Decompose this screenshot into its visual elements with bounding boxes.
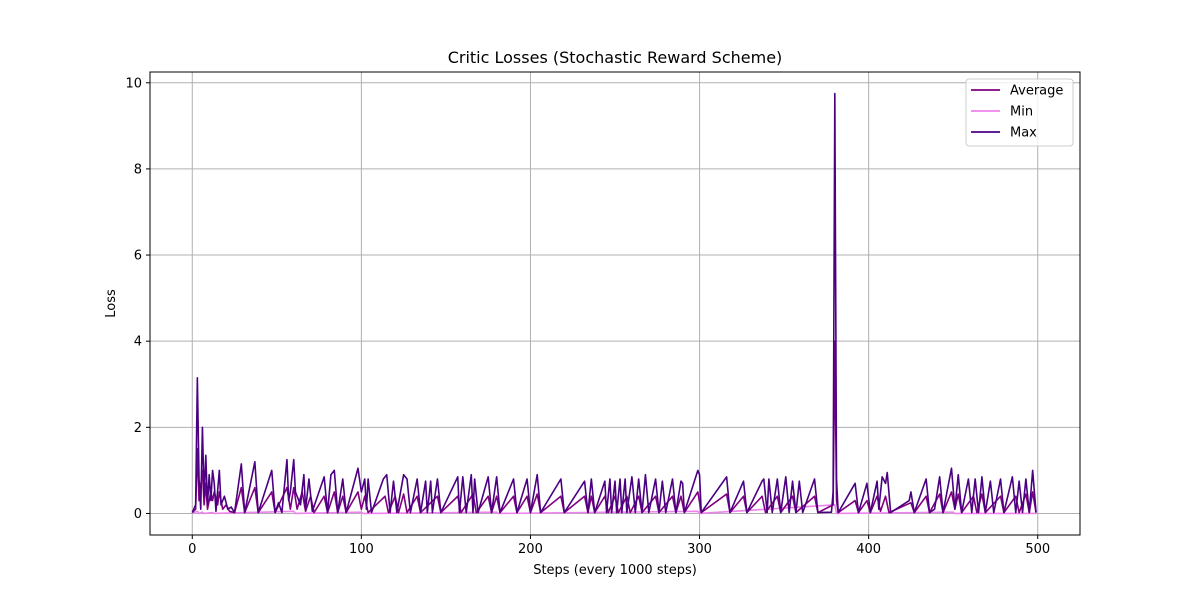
x-tick-label: 400 — [856, 542, 881, 557]
y-axis-label: Loss — [104, 289, 119, 318]
legend-box — [965, 78, 1074, 147]
legend-label-min: Min — [1010, 105, 1033, 120]
x-tick-label: 0 — [188, 542, 196, 557]
x-tick-label: 300 — [687, 542, 712, 557]
legend: Average Min Max — [965, 78, 1074, 147]
ticks: 0 100 200 300 400 500 0 2 4 6 8 10 — [125, 76, 1050, 557]
y-tick-label: 6 — [134, 249, 142, 264]
y-tick-label: 10 — [125, 76, 142, 91]
x-tick-label: 100 — [349, 542, 374, 557]
y-tick-label: 0 — [134, 507, 142, 522]
legend-label-average: Average — [1010, 84, 1063, 99]
series-lines — [191, 92, 1037, 515]
x-axis-label: Steps (every 1000 steps) — [533, 563, 697, 578]
legend-label-max: Max — [1010, 126, 1037, 141]
y-tick-label: 2 — [134, 421, 142, 436]
x-tick-label: 500 — [1025, 542, 1050, 557]
series-line-max — [191, 92, 1037, 514]
x-tick-label: 200 — [518, 542, 543, 557]
series-line-min — [191, 504, 1037, 515]
grid — [150, 72, 1080, 535]
chart-title: Critic Losses (Stochastic Reward Scheme) — [448, 48, 783, 67]
plot-frame — [149, 71, 1081, 536]
y-tick-label: 8 — [134, 162, 142, 177]
y-tick-label: 4 — [134, 335, 142, 350]
